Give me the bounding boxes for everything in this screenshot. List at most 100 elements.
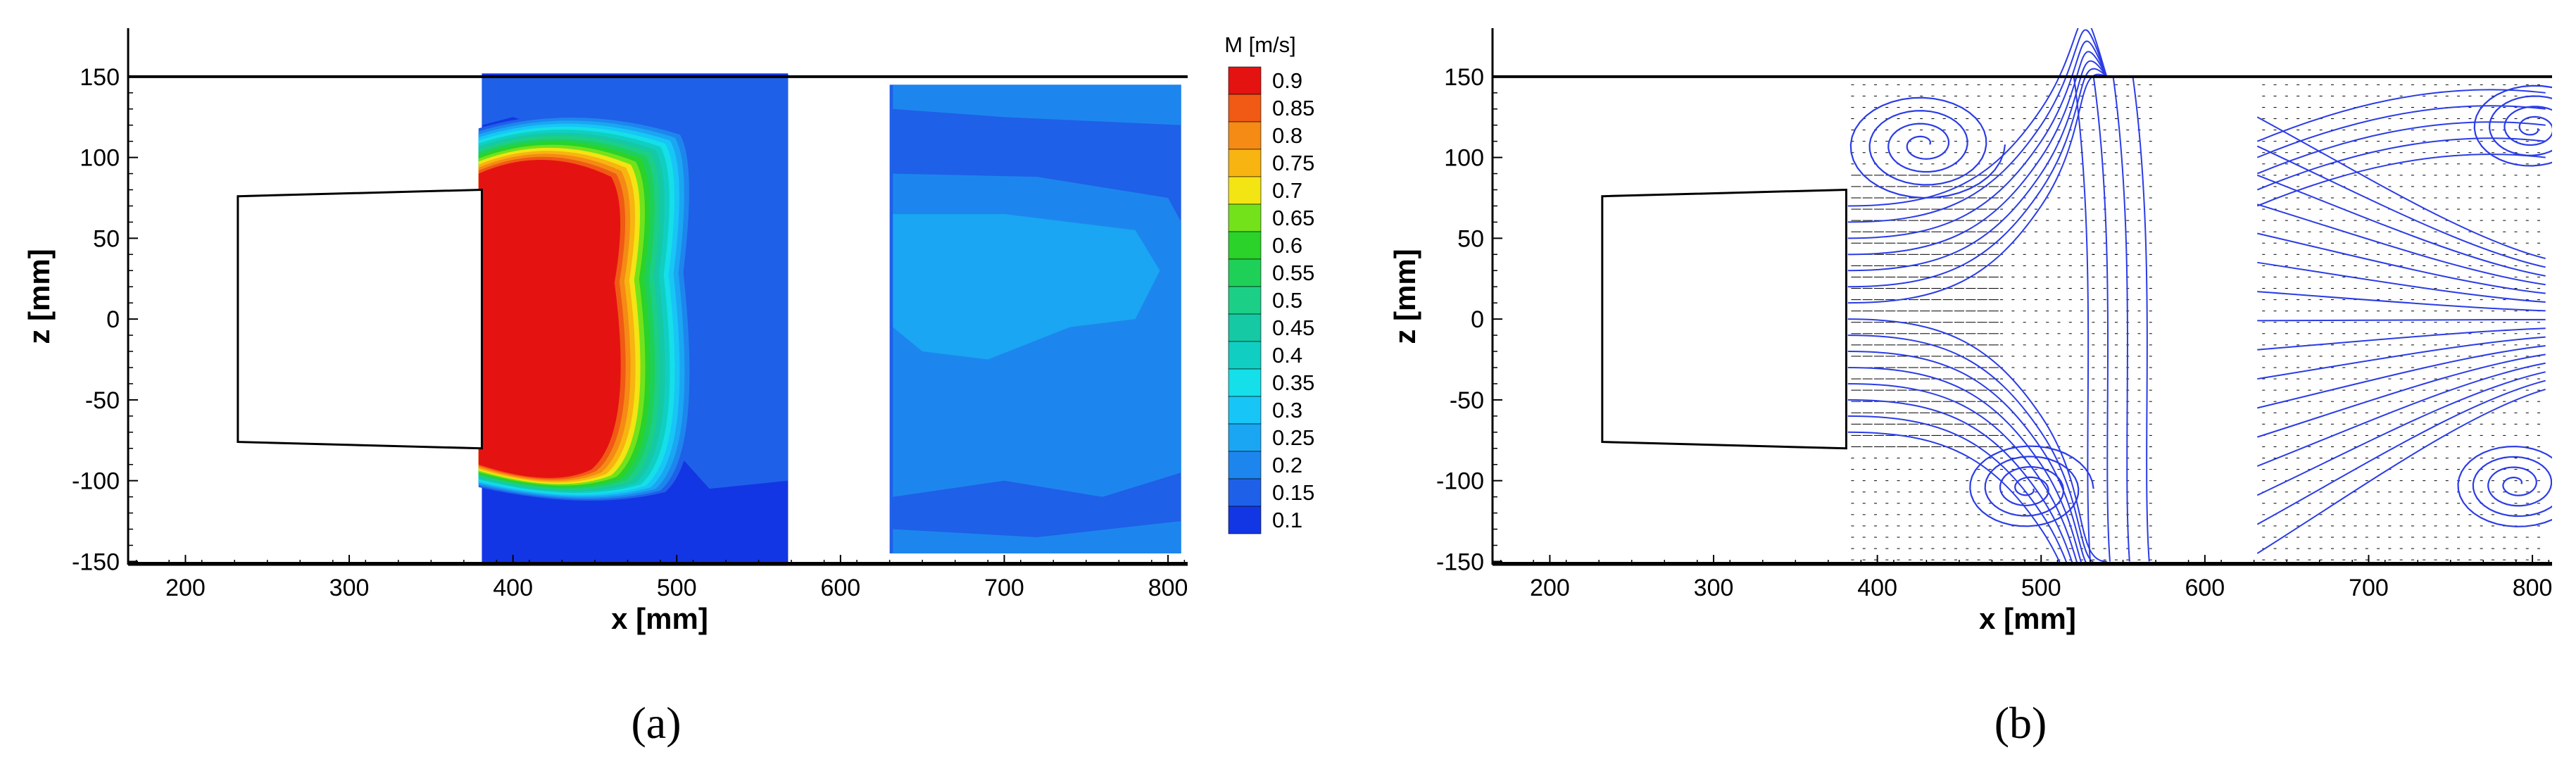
contour-band [893,213,1160,360]
streamline [2256,105,2546,158]
streamline [1847,40,2108,239]
colorbar-swatch [1228,286,1262,315]
x-tick-label: 300 [1694,575,1734,601]
streamline [2092,76,2111,562]
colorbar-swatch [1228,121,1262,150]
streamline [1847,51,2108,256]
colorbar-swatch [1228,231,1262,260]
y-tick-label: -100 [72,468,120,495]
colorbar-swatch [1228,149,1262,177]
y-axis-ticks: 150 100 50 0 -50 -100 -150 [1436,64,1502,575]
y-axis-label: z [mm] [23,249,56,344]
y-tick-label: 50 [93,225,120,252]
streamline [2257,345,2546,409]
colorbar-tick-label: 0.35 [1272,370,1314,395]
y-tick-label: 100 [80,145,120,172]
streamline [2112,76,2130,562]
x-tick-label: 500 [2021,575,2061,601]
streamline [1847,382,2108,565]
y-tick-label: -150 [72,549,120,575]
colorbar-tick-label: 0.85 [1272,96,1314,120]
streamline [1847,318,2107,563]
colorbar-tick-label: 0.9 [1272,68,1302,93]
x-axis-label: x [mm] [1979,602,2076,635]
y-tick-label: -150 [1436,549,1484,575]
streamline [2256,121,2546,175]
colorbar-tick-label: 0.2 [1272,453,1302,477]
streamline [2256,137,2546,191]
colorbar-tick-label: 0.65 [1272,206,1314,230]
streamline [2073,76,2092,562]
streamline [2257,327,2546,351]
model-body [1601,188,1847,450]
velocity-vectors [1851,84,2541,561]
colorbar-tick-label: 0.7 [1272,178,1302,203]
colorbar-swatch [1228,506,1262,534]
streamline [2256,116,2546,260]
streamlines [1847,28,2552,565]
axes-frame [127,28,1188,566]
colorbar-swatch [1228,396,1262,425]
x-tick-label: 600 [820,575,860,601]
streamline [1847,60,2108,272]
streamline [1847,68,2108,288]
y-tick-label: -100 [1436,468,1484,495]
x-axis-ticks: 200 300 400 500 600 700 800 [1500,555,2553,601]
panel-a-label: (a) [631,698,681,748]
vortex-streamline [1849,96,2006,199]
streamline [2256,389,2546,554]
x-tick-label: 800 [2513,575,2553,601]
x-tick-label: 400 [1857,575,1897,601]
colorbar-tick-label: 0.5 [1272,288,1302,313]
contour-band [893,84,1181,125]
panel-b-label: (b) [1994,698,2047,748]
colorbar-tick-label: 0.25 [1272,425,1314,450]
streamline [2132,76,2150,562]
x-tick-label: 300 [329,575,370,601]
colorbar-swatch [1228,94,1262,123]
streamline [2256,154,2546,207]
colorbar-tick-label: 0.75 [1272,151,1314,175]
x-tick-label: 500 [657,575,697,601]
colorbar-swatch [1228,313,1262,342]
colorbar-swatch [1228,451,1262,480]
colorbar-swatch [1228,203,1262,232]
streamline [1847,334,2107,565]
streamline [2256,174,2546,277]
y-axis-label: z [mm] [1388,249,1421,344]
x-tick-label: 700 [984,575,1024,601]
vortex-streamline [1969,445,2094,527]
y-tick-label: 150 [80,64,120,91]
streamline [2256,362,2546,467]
streamline [1847,73,2107,304]
y-tick-label: 50 [1457,225,1484,252]
streamline [1847,399,2108,565]
streamline [1847,366,2108,565]
colorbar-tick-label: 0.8 [1272,123,1302,148]
streamline [2256,371,2546,496]
colorbar-swatch [1228,423,1262,452]
colorbar-swatch [1228,368,1262,397]
streamline [2256,380,2546,525]
colorbar-tick-label: 0.15 [1272,480,1314,505]
colorbar-tick-label: 0.1 [1272,508,1302,532]
x-tick-label: 800 [1148,575,1188,601]
vortex-streamline [2473,84,2552,167]
x-tick-label: 400 [493,575,533,601]
contour-field [478,73,1181,565]
colorbar: M [m/s] 0.90.850.80.750.70.650.60.550.50… [1224,32,1314,534]
colorbar-swatch [1228,66,1262,95]
y-tick-label: 150 [1444,64,1484,91]
x-axis-label: x [mm] [611,602,708,635]
contour-band [893,521,1181,553]
colorbar-tick-label: 0.55 [1272,261,1314,285]
model-outline [237,188,483,450]
y-axis-ticks: 150 100 50 0 -50 -100 -150 [72,64,138,575]
streamline [1847,415,2108,565]
vortex-streamline [2457,445,2552,527]
y-tick-label: 0 [106,306,120,333]
x-tick-label: 600 [2185,575,2225,601]
colorbar-tick-label: 0.4 [1272,343,1302,368]
streamline [1847,351,2108,565]
